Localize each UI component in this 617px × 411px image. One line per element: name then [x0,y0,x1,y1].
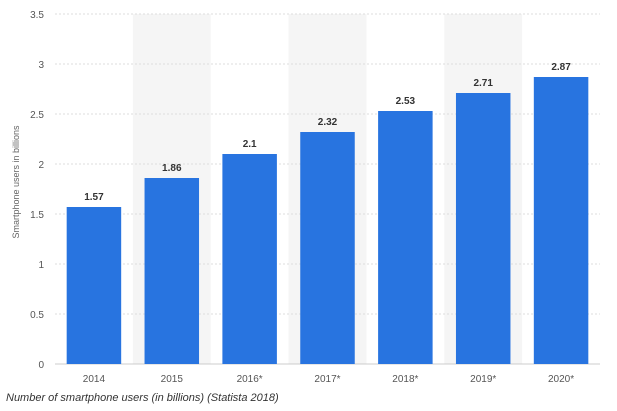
y-axis-label: Smartphone users in billions [11,125,21,239]
y-tick-label: 0 [38,360,44,371]
y-axis-ticks: 0 0.5 1 1.5 2 2.5 3 3.5 [30,10,44,371]
x-tick-label: 2015 [161,374,184,385]
data-label: 1.57 [84,192,104,203]
x-tick-label: 2014 [83,374,106,385]
data-label: 2.87 [551,62,571,73]
y-tick-label: 2.5 [30,110,44,121]
x-tick-label: 2016* [237,374,263,385]
data-labels: 1.57 1.86 2.1 2.32 2.53 2.71 2.87 [84,62,571,203]
bar [455,93,511,364]
chart-caption: Number of smartphone users (in billions)… [6,392,279,404]
y-tick-label: 2 [38,160,44,171]
data-label: 2.71 [473,78,493,89]
bar [378,111,433,364]
y-tick-label: 3 [38,60,44,71]
y-tick-label: 0.5 [30,310,44,321]
data-label: 1.86 [162,163,182,174]
bar [144,178,200,364]
x-tick-label: 2019* [470,374,496,385]
data-label: 2.1 [243,139,257,150]
y-tick-label: 3.5 [30,10,44,21]
bar [533,77,589,364]
bar [300,132,355,364]
x-axis-ticks: 2014 2015 2016* 2017* 2018* 2019* 2020* [83,374,574,385]
x-tick-label: 2017* [314,374,340,385]
bar [222,154,277,364]
y-tick-label: 1.5 [30,210,44,221]
data-label: 2.53 [396,96,416,107]
x-tick-label: 2020* [548,374,574,385]
bars [66,77,589,364]
x-tick-label: 2018* [392,374,418,385]
bar [66,207,122,364]
data-label: 2.32 [318,117,338,128]
y-tick-label: 1 [38,260,44,271]
